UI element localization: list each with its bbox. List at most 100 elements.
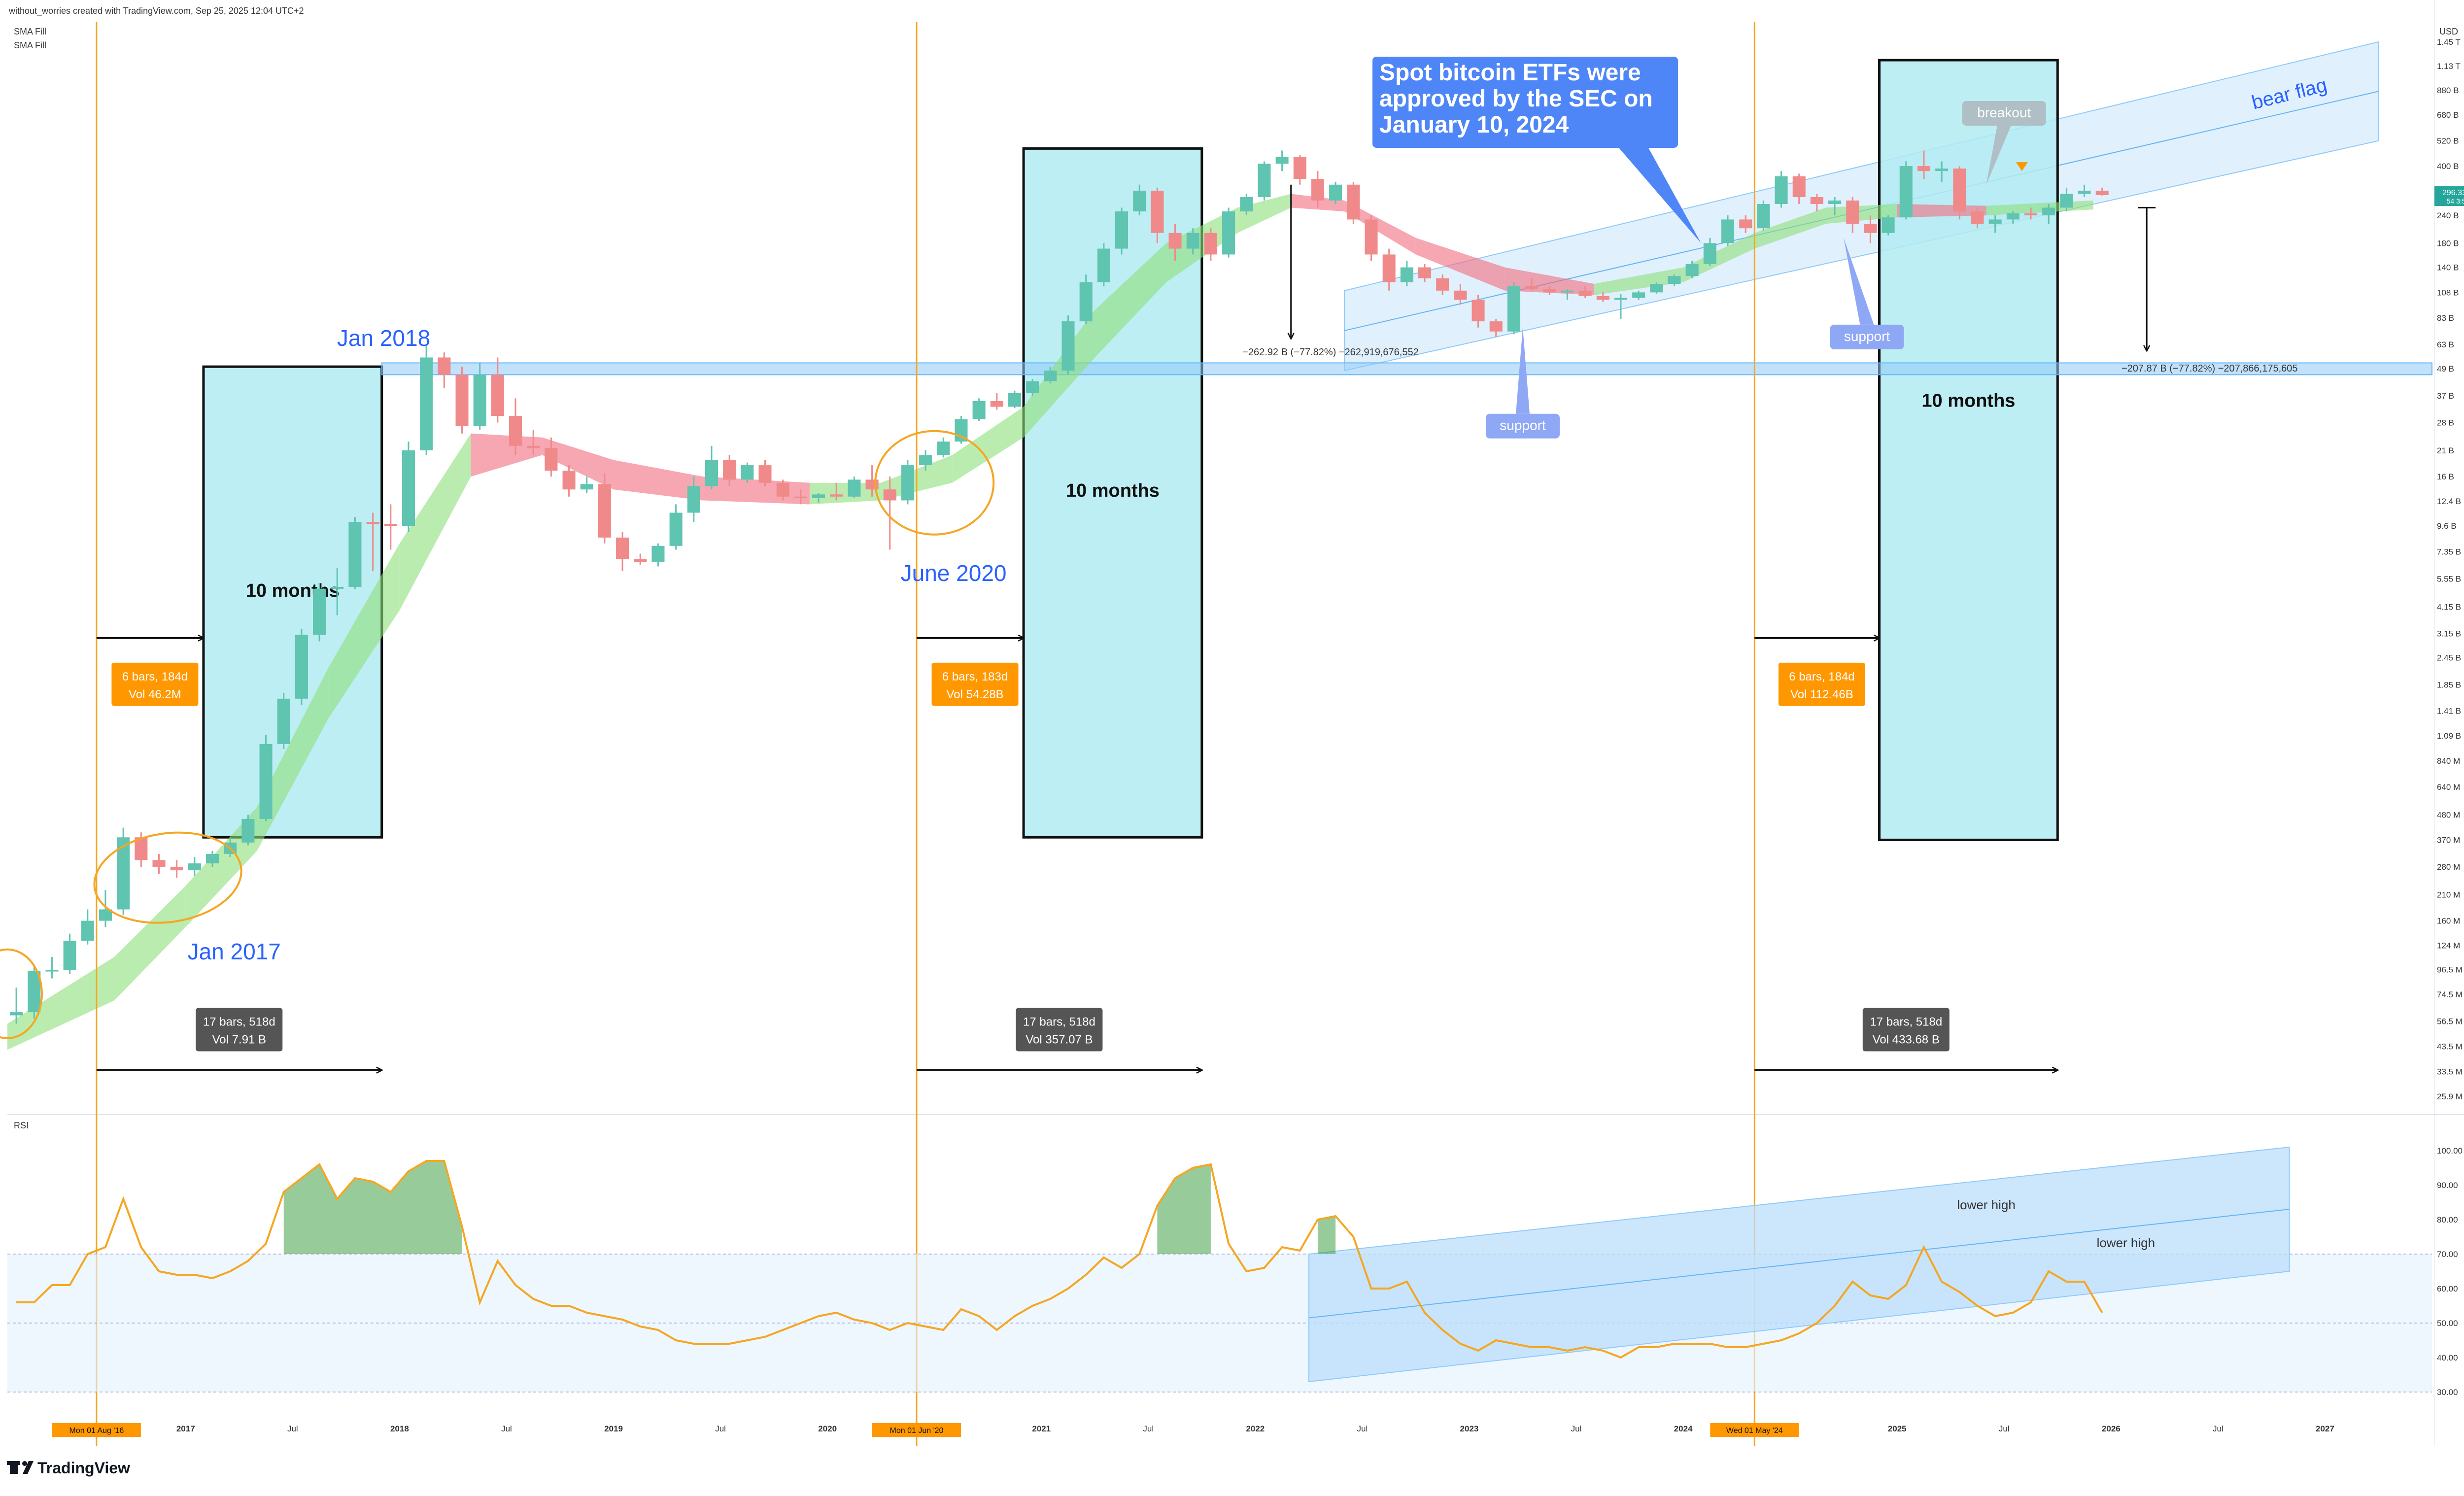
- currency-label: USD: [2439, 27, 2458, 36]
- price-tick-label: 33.5 M: [2437, 1067, 2463, 1077]
- candle-body: [1988, 219, 2002, 224]
- candle-body: [1899, 166, 1913, 218]
- candle-body: [2078, 190, 2091, 194]
- ten-months-label: 10 months: [1921, 390, 2015, 411]
- ribbon-segment: [114, 885, 186, 1001]
- candle-body: [188, 863, 201, 871]
- candle-body: [580, 484, 593, 490]
- candle-body: [1186, 233, 1199, 249]
- candle-body: [331, 586, 344, 589]
- candle-body: [2060, 194, 2073, 208]
- candle-body: [1382, 254, 1396, 282]
- candle-body: [562, 471, 576, 490]
- candle-body: [776, 482, 789, 497]
- candle-body: [402, 450, 415, 526]
- ribbon-segment: [614, 460, 703, 501]
- candle-body: [1543, 289, 1556, 293]
- candle-body: [1792, 176, 1806, 198]
- ten-months-label: 10 months: [1066, 480, 1160, 501]
- price-tick-label: 56.5 M: [2437, 1017, 2463, 1026]
- candle-body: [1685, 264, 1699, 276]
- candle-body: [741, 465, 754, 480]
- price-tick-label: 96.5 M: [2437, 965, 2463, 975]
- seventeen-bar-box: [196, 1008, 283, 1052]
- six-bar-box: [1778, 662, 1865, 706]
- candle-body: [1436, 278, 1449, 291]
- candle-body: [420, 357, 433, 450]
- grid-lines: [7, 0, 2464, 1446]
- candle-body: [723, 460, 736, 480]
- candle-body: [28, 971, 41, 1013]
- rsi-overbought-fill: [1317, 1216, 1336, 1254]
- price-tick-label: 4.15 B: [2437, 602, 2461, 612]
- price-tick-label: 210 M: [2437, 890, 2460, 899]
- price-tick-label: 880 B: [2437, 86, 2459, 95]
- ribbon-segment: [471, 433, 543, 477]
- ribbon-segment: [809, 482, 881, 505]
- highlight-circle: [874, 430, 995, 536]
- breakout-label: breakout: [1977, 105, 2031, 120]
- candle-body: [1258, 164, 1271, 198]
- time-badge: [872, 1423, 961, 1437]
- highlight-circle: [93, 831, 242, 924]
- lower-high-label: lower high: [2097, 1235, 2156, 1250]
- price-tick-label: 63 B: [2437, 340, 2454, 349]
- candle-body: [206, 853, 219, 864]
- time-tick-label: 2027: [2316, 1424, 2334, 1433]
- tradingview-logo[interactable]: TradingView: [7, 1459, 130, 1477]
- candle-body: [1810, 197, 1823, 204]
- rsi-overbought-fill: [283, 1161, 462, 1254]
- seventeen-bar-bars-label: 17 bars, 518d: [1023, 1016, 1095, 1029]
- candle-body: [1293, 157, 1306, 179]
- candle-body: [919, 455, 932, 466]
- ribbon-segment: [1415, 238, 1505, 291]
- rsi-pane: RSI lower high lower high: [7, 1121, 2432, 1393]
- lower-high-label: lower high: [1957, 1197, 2016, 1212]
- candle-body: [1204, 233, 1217, 255]
- price-tick-label: 83 B: [2437, 313, 2454, 323]
- price-tick-label: 520 B: [2437, 136, 2459, 146]
- price-tick-label: 400 B: [2437, 162, 2459, 171]
- support-tag: [1486, 413, 1560, 439]
- time-tick-label: 2018: [390, 1424, 409, 1433]
- ribbon-segment: [952, 407, 1024, 483]
- candle-body: [2042, 207, 2055, 216]
- candle-body: [1454, 290, 1467, 300]
- candle-body: [1240, 197, 1253, 212]
- six-bar-bars-label: 6 bars, 184d: [122, 670, 188, 683]
- candle-body: [758, 465, 772, 483]
- candle-body: [1044, 371, 1057, 381]
- candle-body: [2095, 190, 2109, 196]
- candle-body: [259, 744, 273, 819]
- candle-body: [616, 537, 629, 559]
- candle-body: [1275, 157, 1289, 164]
- candle-body: [848, 479, 861, 497]
- ribbon-segment: [702, 476, 810, 505]
- time-badge-label: Mon 01 Jun '20: [890, 1427, 944, 1435]
- candle-body: [545, 448, 558, 471]
- six-bar-box: [931, 662, 1019, 706]
- price-tick-label: 74.5 M: [2437, 990, 2463, 999]
- time-tick-label: Jul: [501, 1424, 512, 1433]
- candle-body: [1079, 282, 1093, 322]
- six-bar-vol-label: Vol 112.46B: [1790, 688, 1853, 701]
- price-tick-label: 1.85 B: [2437, 680, 2461, 689]
- candle-body: [687, 486, 700, 513]
- price-tick-label: 9.6 B: [2437, 521, 2457, 531]
- price-tick-label: 7.35 B: [2437, 547, 2461, 556]
- price-tick-label: 12.4 B: [2437, 497, 2461, 506]
- candle-body: [1222, 211, 1235, 255]
- candle-body: [473, 374, 486, 426]
- candles: [10, 150, 2109, 1024]
- candle-body: [170, 867, 183, 871]
- ribbon-segment: [542, 437, 614, 490]
- candle-body: [135, 837, 148, 860]
- sma-fill-ribbon: [7, 194, 2093, 1050]
- support-pointer: [1844, 238, 1874, 325]
- candle-body: [1525, 286, 1539, 289]
- time-tick-label: 2017: [176, 1424, 195, 1433]
- candle-body: [883, 489, 896, 501]
- candle-body: [1757, 204, 1770, 229]
- seventeen-bar-bars-label: 17 bars, 518d: [203, 1016, 275, 1029]
